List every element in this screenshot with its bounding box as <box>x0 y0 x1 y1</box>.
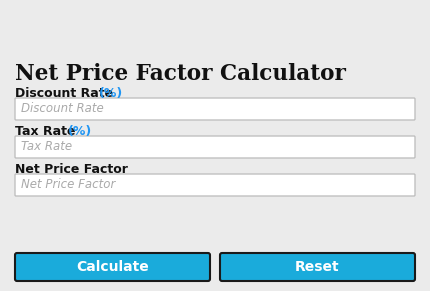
Text: Net Price Factor Calculator: Net Price Factor Calculator <box>15 63 346 85</box>
Text: (%): (%) <box>68 125 92 138</box>
FancyBboxPatch shape <box>220 253 415 281</box>
Text: Discount Rate: Discount Rate <box>21 102 104 116</box>
FancyBboxPatch shape <box>15 136 415 158</box>
Text: Net Price Factor: Net Price Factor <box>21 178 115 191</box>
Text: Net Price Factor: Net Price Factor <box>15 163 128 176</box>
FancyBboxPatch shape <box>15 98 415 120</box>
Text: Tax Rate: Tax Rate <box>15 125 80 138</box>
Text: Reset: Reset <box>295 260 340 274</box>
FancyBboxPatch shape <box>15 174 415 196</box>
Text: Tax Rate: Tax Rate <box>21 141 72 153</box>
Text: Discount Rate: Discount Rate <box>15 87 117 100</box>
FancyBboxPatch shape <box>15 253 210 281</box>
Text: Calculate: Calculate <box>76 260 149 274</box>
Text: (%): (%) <box>98 87 123 100</box>
